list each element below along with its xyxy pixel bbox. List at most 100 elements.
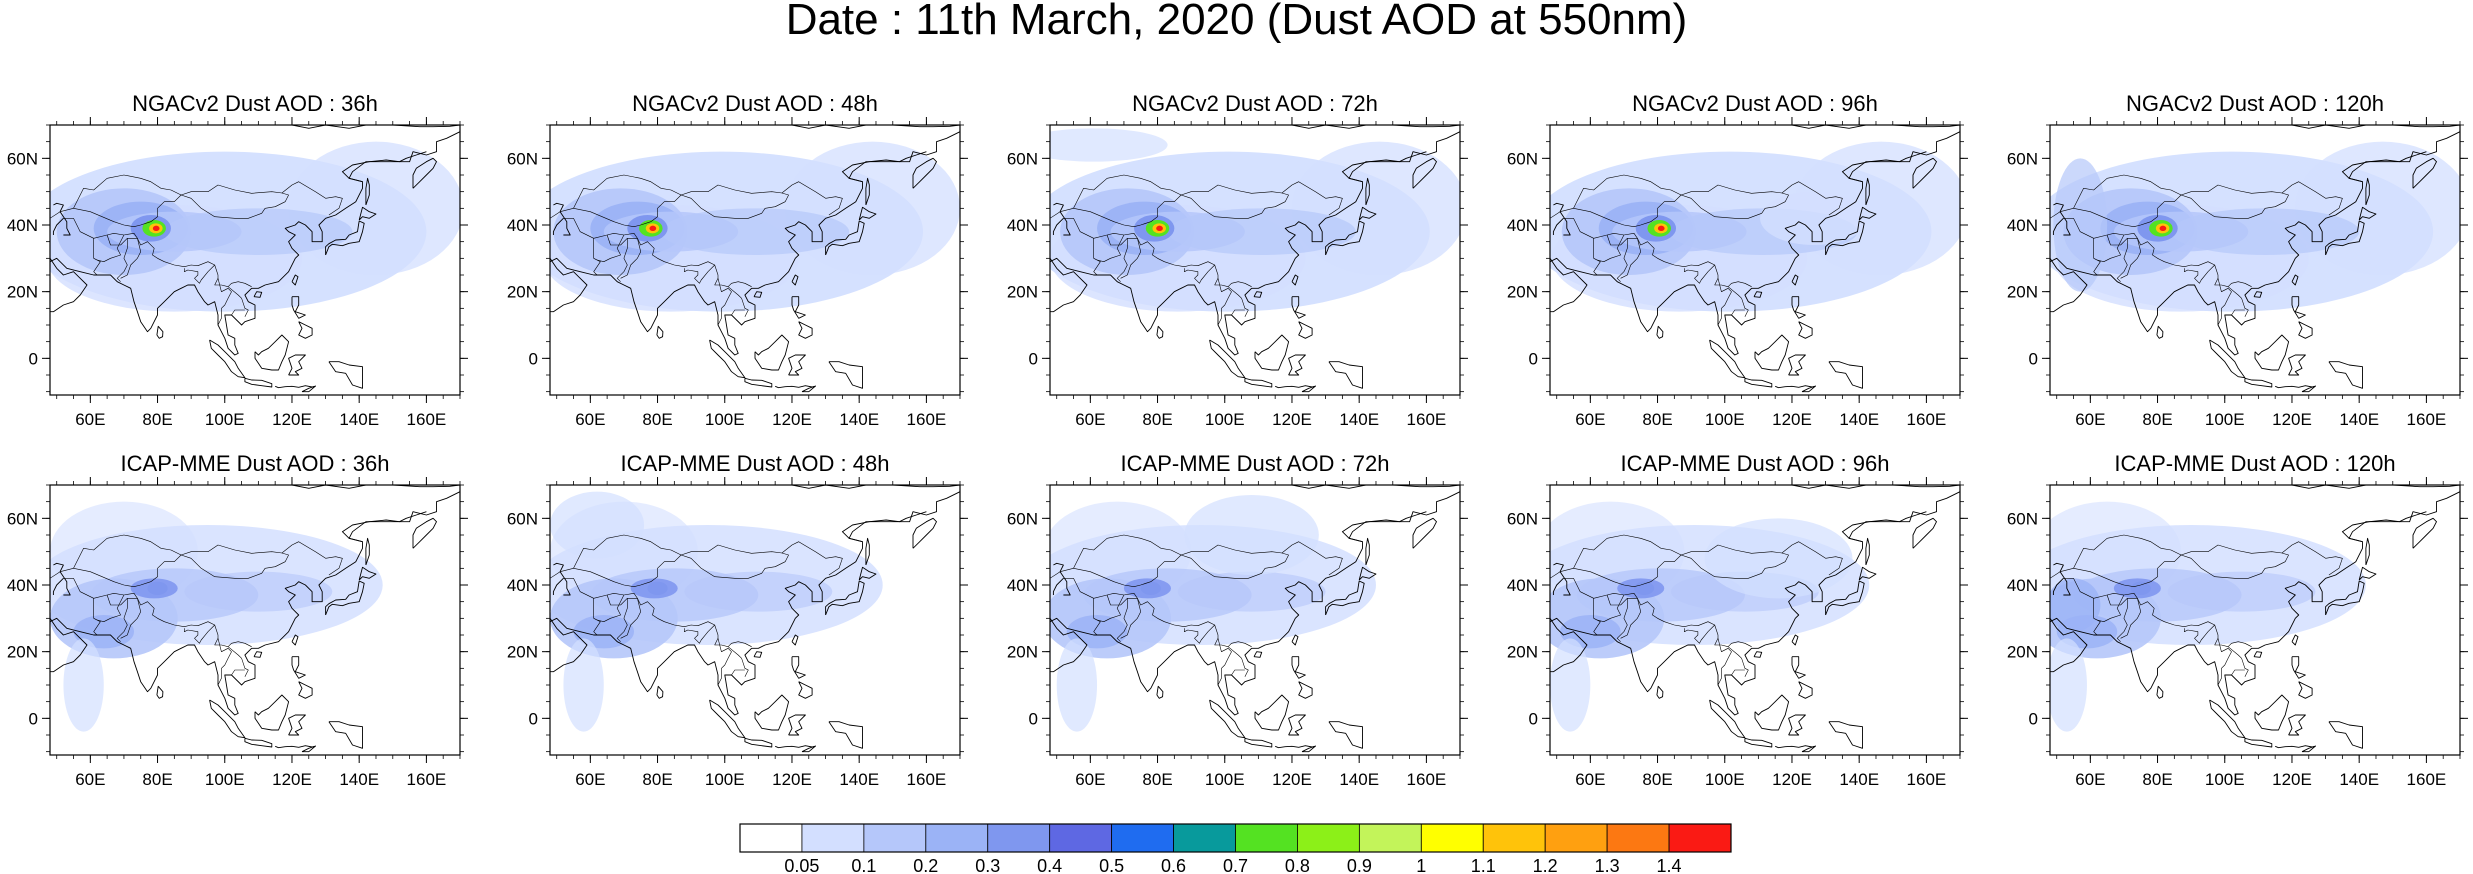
country-border <box>1217 278 1232 326</box>
coastline <box>301 745 316 753</box>
panel-title: ICAP-MME Dust AOD : 48h <box>621 451 890 476</box>
aod-patch <box>1550 638 1591 732</box>
country-border <box>616 598 628 642</box>
coastline <box>788 354 806 376</box>
lat-tick-label: 40N <box>2007 216 2038 235</box>
country-border <box>1050 174 1182 219</box>
lon-tick-label: 160E <box>1407 770 1447 789</box>
coastline <box>2050 131 2460 356</box>
country-border <box>731 669 745 676</box>
coastline <box>788 714 806 736</box>
coastline <box>325 580 365 616</box>
coastline <box>1912 157 1937 189</box>
coastline <box>1358 566 1377 581</box>
coastline <box>53 202 71 236</box>
lon-tick-label: 120E <box>772 410 812 429</box>
lon-tick-label: 60E <box>575 410 605 429</box>
coastline <box>1754 694 1790 731</box>
coastline <box>1291 485 1460 489</box>
coastline <box>865 177 870 206</box>
lat-tick-label: 20N <box>7 283 38 302</box>
lon-tick-label: 60E <box>2075 410 2105 429</box>
coastline <box>550 131 960 356</box>
country-border <box>2050 534 2182 579</box>
coastline <box>1791 296 1806 319</box>
country-border <box>731 309 745 316</box>
lon-tick-label: 60E <box>1575 410 1605 429</box>
coastline <box>1552 217 1564 235</box>
coastline <box>1865 537 1870 566</box>
coastline <box>2288 354 2306 376</box>
country-border <box>1217 638 1232 686</box>
lon-tick-label: 60E <box>2075 770 2105 789</box>
coastline <box>301 385 316 393</box>
coastline <box>1156 325 1164 339</box>
aod-patch <box>660 208 850 256</box>
coastline <box>2156 325 2164 339</box>
country-border <box>181 552 289 579</box>
coastline <box>1050 491 1460 716</box>
country-border <box>1606 234 1638 246</box>
lon-tick-label: 60E <box>1575 770 1605 789</box>
colorbar-label: 0.3 <box>975 856 1000 874</box>
country-border <box>2106 594 2138 606</box>
coastline <box>553 562 571 596</box>
coastline <box>1553 202 1571 236</box>
lat-tick-label: 40N <box>507 216 538 235</box>
coastline <box>550 491 960 716</box>
coastline <box>753 291 763 298</box>
coastline <box>1253 651 1263 658</box>
lat-tick-label: 20N <box>2007 283 2038 302</box>
coastline <box>1550 131 1960 356</box>
coastline <box>709 699 746 739</box>
lat-tick-label: 0 <box>29 709 38 728</box>
country-border <box>1231 669 1245 676</box>
lat-tick-label: 40N <box>1507 576 1538 595</box>
lon-tick-label: 100E <box>705 410 745 429</box>
country-border <box>1573 578 1752 647</box>
lat-tick-label: 60N <box>7 149 38 168</box>
coastline <box>2275 385 2316 389</box>
colorbar-label: 1.1 <box>1471 856 1496 874</box>
country-border <box>184 264 215 284</box>
coastline <box>2053 202 2071 236</box>
coastline <box>365 537 370 566</box>
map-frame <box>1049 124 1461 396</box>
country-border <box>2120 598 2141 639</box>
coastline <box>291 125 460 129</box>
lon-tick-label: 60E <box>575 770 605 789</box>
colorbar-swatch <box>801 823 865 853</box>
lat-tick-label: 20N <box>1507 283 1538 302</box>
coastline <box>1788 354 1806 376</box>
country-border <box>116 238 128 282</box>
colorbar-label: 0.8 <box>1285 856 1310 874</box>
coastline <box>1841 511 1927 543</box>
coastline <box>2298 321 2313 339</box>
country-border <box>606 234 638 246</box>
lon-tick-label: 160E <box>407 770 447 789</box>
country-border <box>606 594 638 606</box>
coastline <box>775 385 816 389</box>
country-border <box>1096 594 1125 622</box>
lon-tick-label: 140E <box>839 410 879 429</box>
lon-tick-label: 100E <box>1705 770 1745 789</box>
coastline <box>1841 151 1927 183</box>
coastline <box>52 217 64 235</box>
coastline <box>1550 618 1588 673</box>
coastline <box>1275 385 1316 389</box>
country-border <box>73 181 343 227</box>
aod-patch <box>1056 638 1098 732</box>
panel-title: NGACv2 Dust AOD : 96h <box>1632 91 1878 116</box>
coastline <box>2365 537 2370 566</box>
coastline <box>2328 721 2363 749</box>
coastline <box>298 681 313 699</box>
coastline <box>1656 325 1664 339</box>
coastline <box>1798 321 1813 339</box>
colorbar-swatch <box>1420 823 1484 853</box>
country-border <box>1073 578 1252 647</box>
country-border <box>2116 238 2128 282</box>
coastline <box>2291 634 2299 646</box>
coastline <box>552 217 564 235</box>
colorbar-swatch <box>1544 823 1608 853</box>
country-border <box>1616 598 1628 642</box>
